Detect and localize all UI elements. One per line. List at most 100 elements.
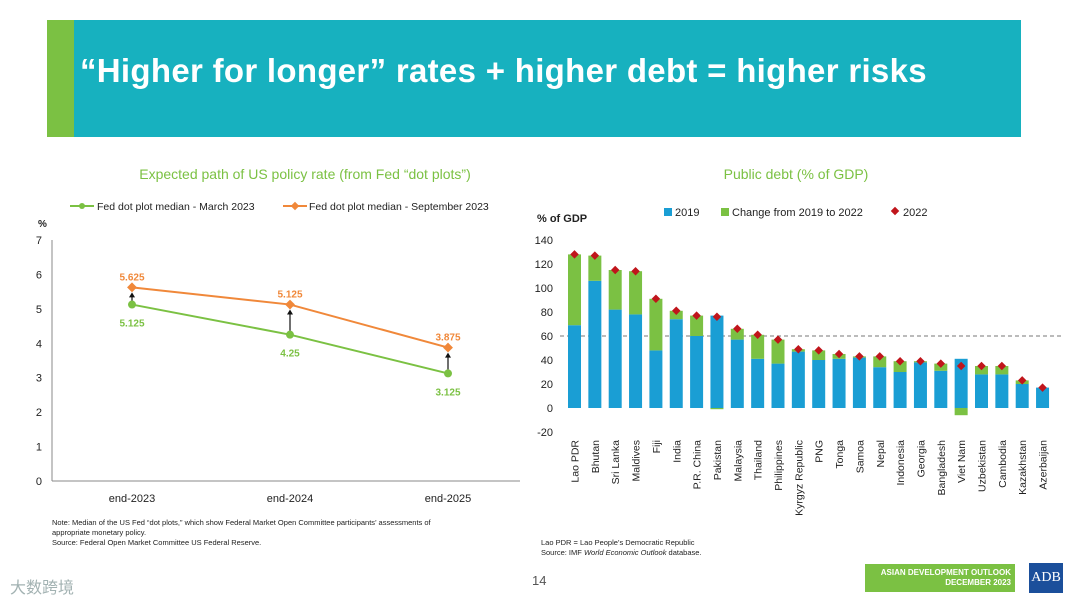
- line-y-tick-label: 3: [36, 373, 42, 385]
- bar-change: [954, 408, 968, 416]
- marker-2022: [672, 306, 681, 316]
- bar-x-tick-label: Viet Nam: [956, 440, 968, 483]
- legend-september-marker: [290, 201, 300, 211]
- bar-2019: [669, 319, 683, 408]
- marker-2022: [753, 330, 762, 340]
- bar-2019: [710, 315, 724, 408]
- bar-x-tick-label: India: [671, 440, 683, 463]
- bar-x-tick-label: P.R. China: [692, 440, 704, 490]
- right-note: Lao PDR = Lao People’s Democratic Republ…: [541, 538, 702, 558]
- bar-2019: [608, 309, 622, 408]
- bar-x-tick-label: Kyrgyz Republic: [793, 440, 805, 516]
- right-note-source: Source: IMF World Economic Outlook datab…: [541, 548, 702, 558]
- legend-2022-label: 2022: [903, 207, 927, 219]
- bar-2019: [1036, 387, 1050, 408]
- september-data-point: [285, 299, 295, 310]
- bar-x-tick-label: Thailand: [753, 440, 765, 480]
- marker-2022: [936, 359, 946, 368]
- legend-2022-marker: [890, 206, 900, 216]
- bar-2019: [771, 363, 785, 408]
- bar-y-axis-label: % of GDP: [537, 213, 587, 225]
- bar-change: [730, 328, 744, 340]
- marker-2022: [1017, 376, 1027, 385]
- march-data-point: [286, 330, 294, 339]
- bar-2019: [730, 339, 744, 408]
- change-arrow-head: [445, 352, 451, 358]
- line-y-tick-label: 2: [36, 407, 42, 419]
- bar-change: [893, 361, 907, 372]
- bar-change: [629, 271, 643, 315]
- bar-x-tick-label: Tonga: [834, 440, 846, 469]
- bar-x-tick-label: Cambodia: [997, 440, 1009, 488]
- marker-2022: [875, 352, 884, 361]
- legend-march-label: Fed dot plot median - March 2023: [97, 201, 255, 213]
- line-x-tick-label: end-2024: [267, 493, 314, 505]
- september-data-label: 5.125: [277, 290, 302, 301]
- marker-2022: [1038, 383, 1047, 392]
- right-note-suffix: database.: [666, 548, 702, 557]
- left-note: Note: Median of the US Fed “dot plots,” …: [52, 518, 431, 548]
- marker-2022: [651, 294, 661, 304]
- bar-2019: [913, 362, 927, 408]
- marker-2022: [814, 346, 823, 355]
- legend-change-swatch: [721, 208, 729, 216]
- bar-change: [588, 255, 602, 281]
- line-chart-title: Expected path of US policy rate (from Fe…: [139, 166, 470, 182]
- bar-change: [608, 270, 622, 310]
- bar-change: [771, 339, 785, 364]
- bar-x-tick-label: Sri Lanka: [610, 440, 622, 485]
- bar-x-tick-label: PNG: [814, 440, 826, 463]
- page-number: 14: [532, 573, 547, 588]
- bar-2019: [1015, 384, 1029, 408]
- footer-band: [865, 564, 1015, 592]
- line-y-tick-label: 0: [36, 476, 42, 488]
- line-y-tick-label: 7: [36, 235, 42, 247]
- bar-x-tick-label: Fiji: [651, 440, 663, 453]
- line-y-axis-label: %: [38, 219, 47, 230]
- footer-line1: ASIAN DEVELOPMENT OUTLOOK: [880, 568, 1011, 577]
- right-note-italic: World Economic Outlook: [583, 548, 667, 557]
- september-data-point: [127, 282, 137, 293]
- bar-2019: [812, 360, 826, 408]
- bar-x-tick-label: Lao PDR: [570, 440, 582, 483]
- bar-y-tick-label: 0: [547, 403, 553, 415]
- bar-2019: [568, 325, 581, 408]
- line-y-tick-label: 4: [36, 338, 42, 350]
- bar-change: [751, 334, 765, 359]
- marker-2022: [895, 356, 905, 366]
- march-data-point: [128, 300, 136, 309]
- adb-logo: ADB: [1029, 563, 1063, 593]
- change-arrow-head: [287, 309, 293, 315]
- bar-x-tick-label: Uzbekistan: [977, 440, 989, 492]
- marker-2022: [794, 344, 803, 354]
- bar-y-tick-label: 20: [541, 379, 553, 391]
- line-x-tick-label: end-2025: [425, 493, 472, 505]
- bar-change: [710, 408, 724, 410]
- bar-x-tick-label: Indonesia: [895, 440, 907, 486]
- september-data-label: 5.625: [119, 272, 144, 283]
- line-y-tick-label: 1: [36, 442, 42, 454]
- legend-march-marker: [79, 203, 85, 209]
- bar-y-tick-label: 140: [535, 235, 553, 247]
- bar-change: [568, 254, 581, 326]
- bar-x-tick-label: Malaysia: [732, 440, 744, 482]
- september-data-point: [443, 342, 453, 353]
- bar-x-tick-label: Kazakhstan: [1017, 440, 1029, 495]
- marker-2022: [712, 312, 722, 322]
- right-note-line1: Lao PDR = Lao People’s Democratic Republ…: [541, 538, 695, 547]
- bar-change: [690, 315, 704, 336]
- bar-2019: [954, 358, 968, 408]
- march-data-label: 4.25: [280, 349, 300, 360]
- bar-2019: [893, 372, 907, 408]
- line-y-tick-label: 6: [36, 269, 42, 281]
- bar-y-tick-label: -20: [537, 427, 553, 439]
- marker-2022: [834, 349, 844, 359]
- march-data-label: 3.125: [435, 387, 460, 398]
- marker-2022: [997, 361, 1007, 371]
- marker-2022: [977, 361, 986, 371]
- bar-2019: [934, 370, 948, 408]
- bar-y-tick-label: 100: [535, 283, 553, 295]
- bar-2019: [588, 280, 602, 408]
- bar-2019: [995, 374, 1009, 408]
